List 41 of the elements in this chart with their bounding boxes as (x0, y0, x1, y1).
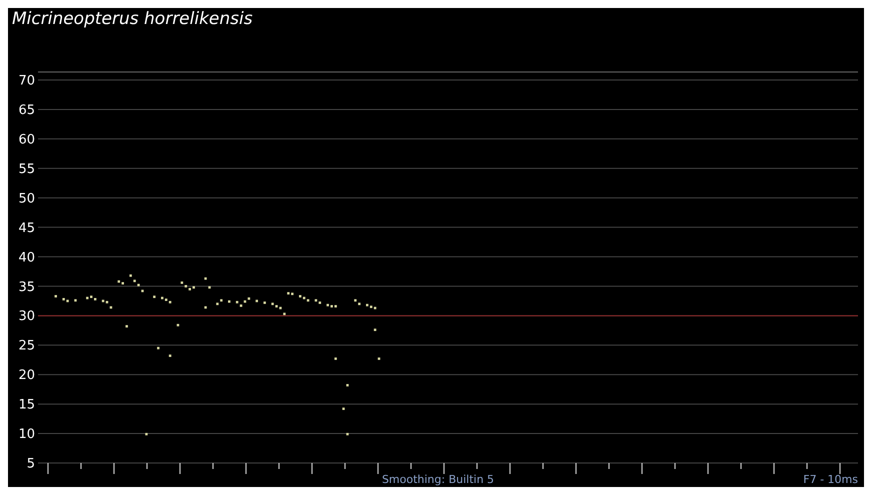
point (180, 281, 184, 284)
y-tick-label: 35 (18, 280, 35, 295)
point (248, 297, 250, 300)
point (145, 432, 148, 436)
point (271, 302, 274, 306)
y-tick-label: 15 (18, 398, 35, 413)
y-tick-label: 60 (18, 132, 35, 148)
text: F7 - 10ms (803, 473, 858, 486)
point (94, 298, 96, 300)
point (137, 284, 140, 286)
point (374, 328, 376, 332)
y-tick-label: 55 (18, 162, 35, 177)
point (153, 296, 156, 298)
point (204, 306, 207, 309)
text: Smoothing: Builtin 5 (382, 473, 494, 486)
point (314, 299, 318, 302)
y-tick-label: 70 (18, 74, 35, 89)
y-tick-label: 5 (26, 456, 35, 472)
point (129, 274, 132, 277)
y-tick-label: 45 (18, 220, 35, 236)
point (204, 277, 207, 280)
y-tick-label: 40 (18, 250, 35, 266)
y-tick-label: 30 (18, 309, 35, 324)
chart-title: Micrineopterus horrelikensis (12, 9, 253, 29)
point (236, 300, 238, 304)
point (306, 299, 310, 302)
point (133, 280, 136, 282)
point (216, 302, 219, 306)
point (220, 299, 223, 302)
point (283, 312, 286, 316)
y-tick-label: 10 (18, 427, 35, 442)
y-tick-label: 25 (18, 338, 35, 354)
point (168, 300, 172, 304)
point (62, 298, 65, 300)
y-tick-label: 20 (18, 368, 35, 384)
point (358, 302, 361, 306)
point (354, 299, 357, 302)
y-tick-label: 50 (18, 191, 35, 206)
y-tick-label: 65 (18, 103, 35, 118)
point (366, 304, 368, 306)
point (370, 306, 372, 308)
